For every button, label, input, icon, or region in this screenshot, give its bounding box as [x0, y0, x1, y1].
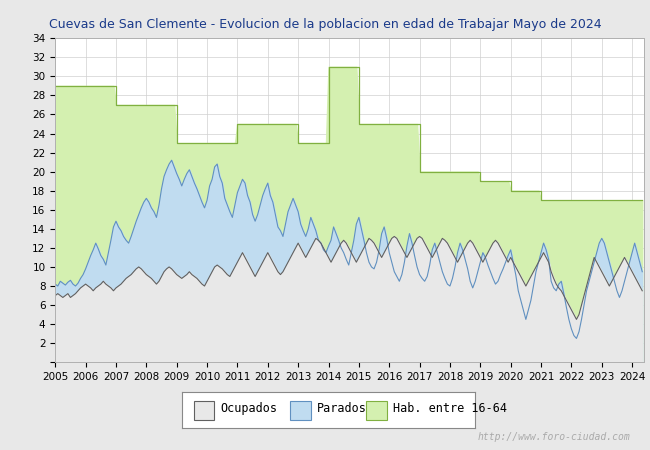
- Text: Hab. entre 16-64: Hab. entre 16-64: [393, 402, 506, 415]
- Text: http://www.foro-ciudad.com: http://www.foro-ciudad.com: [478, 432, 630, 442]
- Text: Cuevas de San Clemente - Evolucion de la poblacion en edad de Trabajar Mayo de 2: Cuevas de San Clemente - Evolucion de la…: [49, 18, 601, 31]
- Text: Parados: Parados: [317, 402, 367, 415]
- Bar: [194, 400, 214, 420]
- Text: Ocupados: Ocupados: [220, 402, 277, 415]
- Bar: [290, 400, 311, 420]
- Bar: [367, 400, 387, 420]
